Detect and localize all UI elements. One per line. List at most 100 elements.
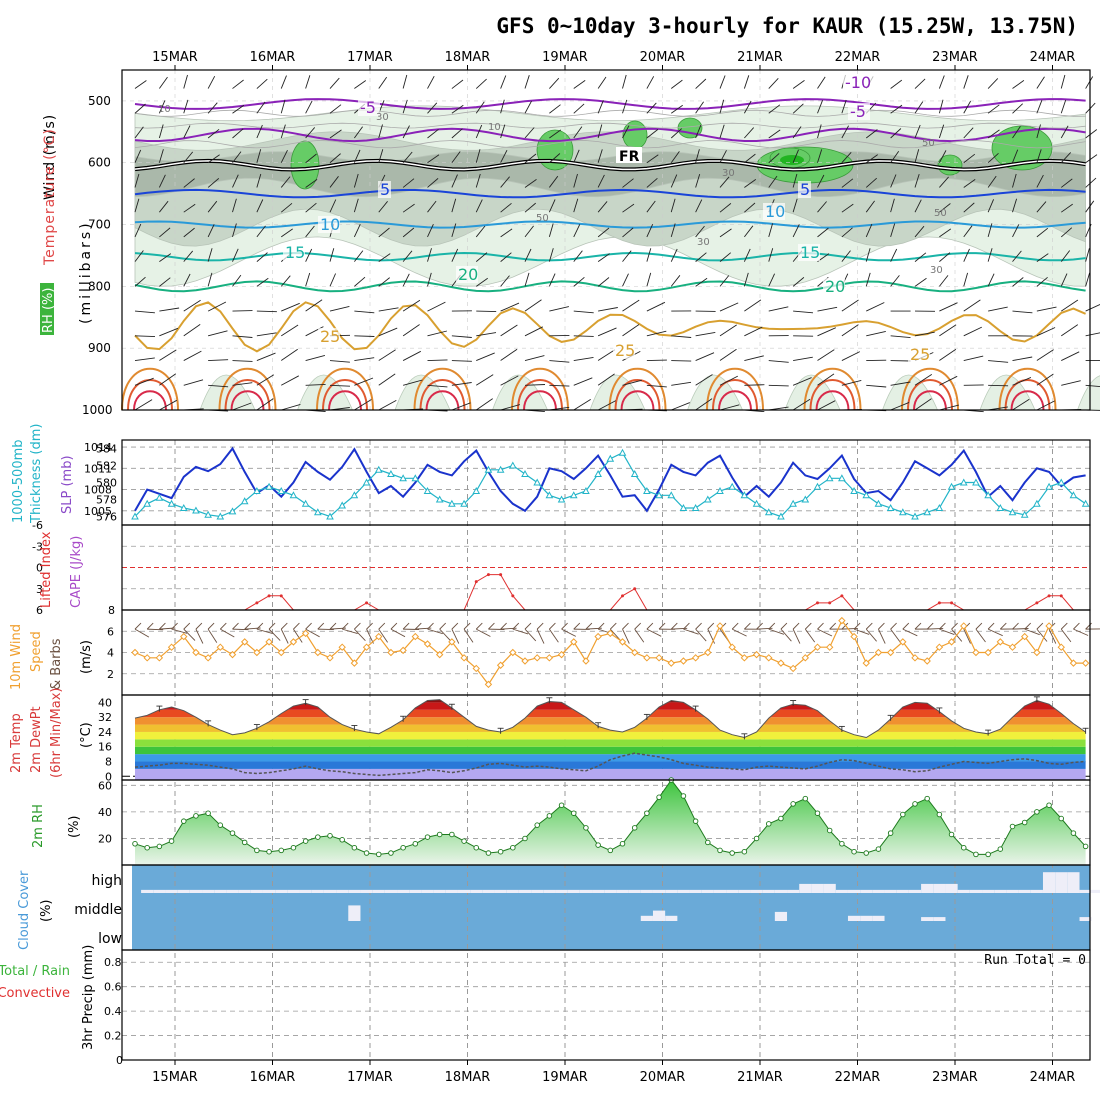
upper-wind-barb (1036, 373, 1054, 386)
upper-wind-barb (866, 302, 885, 312)
contour-label-bg (378, 181, 391, 198)
upper-wind-barb (280, 202, 293, 213)
wind10-speed-point (716, 622, 724, 630)
rh-contour (134, 109, 1086, 117)
upper-wind-barb (1060, 99, 1067, 114)
upper-wind-barb (280, 176, 291, 188)
cloud-gap-bar (652, 889, 666, 893)
chart-title: GFS 0~10day 3-hourly for KAUR (15.25W, 1… (496, 14, 1078, 38)
upper-wind-barb (549, 129, 562, 139)
upper-wind-barb (817, 124, 822, 139)
temperature-contour-label: 25 (910, 345, 930, 364)
upper-wind-barb (573, 250, 583, 262)
upper-wind-barb (841, 351, 861, 361)
thickness-point (874, 499, 883, 507)
thickness-point (448, 499, 456, 507)
upper-wind-barb (597, 174, 605, 188)
cloud-gap-bar (726, 889, 739, 893)
low-level-temp-loop (712, 379, 758, 411)
rh-point (534, 822, 540, 828)
low-level-temp-loop (718, 390, 752, 411)
upper-wind-barb (207, 75, 216, 89)
rh-low-shade (1076, 375, 1100, 411)
upper-wind-barb (256, 124, 263, 139)
cloud-gap-bar (811, 883, 824, 893)
pressure-level-label: 1000 (82, 403, 113, 417)
upper-wind-barb (159, 373, 177, 386)
upper-wind-barb (451, 198, 457, 213)
upper-wind-barb (134, 103, 146, 114)
cloud-gap-bar (348, 889, 361, 893)
thickness-point (923, 508, 932, 516)
upper-wind-barb (792, 149, 799, 163)
upper-wind-barb (988, 384, 1009, 387)
wind10-barb (768, 628, 785, 635)
li-tick: 6 (36, 604, 43, 617)
thickness-point (313, 508, 322, 516)
upper-wind-barb (329, 273, 337, 287)
upper-wind-barb (914, 173, 920, 188)
wind10-barb (756, 627, 773, 630)
thickness-point (740, 491, 749, 499)
date-label-top: 24MAR (1030, 50, 1076, 65)
upper-wind-barb (719, 203, 732, 213)
wind10-speed-point (180, 632, 188, 641)
temperature-contour-label: 20 (458, 265, 478, 284)
rh-point (1021, 819, 1028, 826)
wind10-barb-flag (171, 622, 178, 630)
cloud-gap-bar (713, 889, 727, 893)
upper-wind-barb (939, 324, 957, 337)
wind10-barb-flag (488, 622, 495, 630)
temp-color-band (135, 768, 1086, 780)
wind10-speed-point (399, 646, 407, 655)
date-label-top: 19MAR (542, 50, 588, 65)
upper-wind-barb (1036, 100, 1043, 114)
upper-wind-barb (793, 310, 814, 314)
upper-wind-barb (378, 307, 399, 312)
wind10-barb-flag (500, 622, 507, 630)
wind10-barb (512, 628, 529, 635)
rh-point (339, 837, 345, 843)
rh-point (278, 847, 285, 854)
wind10-barb-flag (939, 622, 946, 630)
wind10-speed-point (935, 643, 944, 651)
upper-wind-barb (719, 302, 739, 312)
wind10-barb (366, 628, 374, 644)
panel-frame-precip (121, 949, 1091, 1061)
wind10-speed-point (630, 648, 639, 657)
wind10-barb-flag (975, 622, 983, 630)
panel-frame-slp (121, 439, 1091, 526)
upper-wind-barb (1060, 250, 1071, 262)
rh-low-shade (686, 374, 744, 411)
upper-wind-barb (524, 153, 537, 164)
cloud-gap-bar (323, 889, 337, 893)
upper-wind-barb (353, 173, 359, 188)
upper-wind-barb (865, 223, 873, 238)
temp-unit-label: (°C) (79, 722, 94, 748)
upper-wind-barb (305, 354, 326, 361)
panel-backgrounds (122, 70, 1100, 950)
upper-wind-barb (353, 149, 361, 163)
upper-wind-barb (695, 199, 703, 213)
temp-tick: 40 (98, 696, 112, 709)
upper-wind-barb (183, 273, 191, 287)
wind10-speed-point (862, 659, 870, 667)
rh-point (912, 801, 918, 807)
upper-wind-barb (524, 202, 536, 213)
upper-wind-barb (159, 227, 171, 238)
wind10-barb-flag (427, 622, 434, 630)
upper-wind-barb (743, 272, 749, 287)
cloud-gap-bar (360, 889, 373, 893)
upper-wind-barb (475, 173, 481, 188)
rh-point (558, 802, 565, 808)
temperature-contour-label: 5 (800, 180, 810, 199)
wind10-barb-flag (232, 622, 239, 630)
upper-wind-barb (134, 80, 147, 89)
cloud-gap-bar (823, 883, 836, 893)
wind10-barb (476, 628, 491, 637)
upper-wind-barb (890, 401, 910, 411)
upper-wind-barb (914, 101, 924, 114)
lifted-index-point (499, 573, 503, 577)
upper-wind-barb (183, 250, 194, 262)
upper-wind-barb (402, 151, 413, 164)
